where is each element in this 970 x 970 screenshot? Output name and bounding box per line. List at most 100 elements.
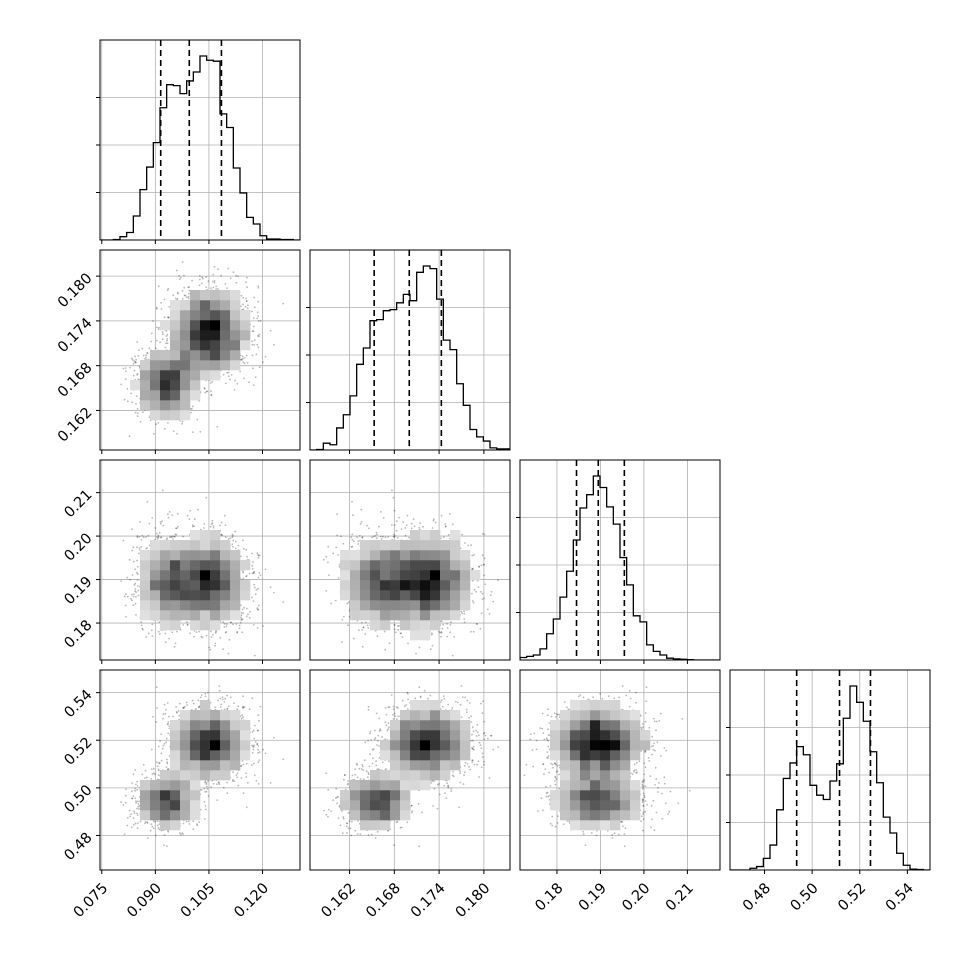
density-cells [140,530,251,631]
panel-frame [99,39,301,241]
scatter-point [137,565,139,568]
density-cell [170,340,181,351]
density-cell [170,300,181,311]
density-cell [200,600,211,611]
scatter-point [234,379,237,382]
scatter-point [145,536,147,538]
density-cell [190,550,201,561]
scatter-point [241,358,243,361]
scatter-point [240,611,243,614]
scatter-point [235,623,238,625]
density-cell [180,370,191,381]
scatter-point [129,366,132,369]
density-cell [170,540,181,551]
scatter-point [236,631,239,634]
density-cell [160,540,171,551]
density-cell [220,600,231,611]
scatter-point [157,630,160,633]
scatter-point [191,525,194,528]
scatter-point [242,577,245,580]
scatter-point [252,571,255,574]
scatter-point [147,358,150,361]
scatter-point [131,549,134,552]
density-cell [190,390,201,401]
density-cell [200,310,211,321]
scatter-point [183,294,186,297]
density-cell [230,550,241,561]
scatter-point [185,621,188,623]
scatter-point [210,636,213,638]
scatter-point [156,326,158,329]
scatter-point [232,623,234,626]
scatter-point [136,372,139,375]
scatter-point [159,536,162,539]
scatter-point [422,525,424,528]
scatter-point [211,380,214,383]
scatter-point [243,377,246,380]
scatter-point [282,601,285,603]
scatter-point [251,564,254,567]
density-cell [140,590,151,601]
density-cell [210,550,221,561]
scatter-point [126,388,129,390]
scatter-point [134,590,137,592]
scatter-point [212,286,215,289]
scatter-point [176,291,179,294]
scatter-point [147,534,150,537]
scatter-point [140,621,143,624]
scatter-point [137,412,139,414]
scatter-point [162,524,165,527]
scatter-point [223,623,226,625]
scatter-point [245,300,248,302]
density-cell [200,610,211,621]
scatter-point [138,349,140,351]
scatter-point [463,612,466,615]
scatter-point [157,536,160,539]
density-cell [210,570,221,581]
density-cell [230,350,241,361]
density-cell [220,560,231,571]
scatter-point [188,292,190,295]
scatter-point [210,390,212,392]
scatter-point [164,662,166,664]
scatter-point [259,319,262,322]
panel-frame [99,459,301,661]
density-cell [210,320,221,331]
scatter-point [258,333,261,336]
density-cell [230,360,241,371]
scatter-point [136,573,139,575]
scatter-point [257,608,260,611]
density-cell [150,370,161,381]
density-cell [180,400,191,411]
scatter-point [160,536,163,538]
scatter-point [224,283,227,285]
scatter-point [248,616,251,619]
scatter-point [131,357,133,360]
scatter-point [137,589,140,592]
scatter-point [135,614,137,616]
scatter-point [165,330,168,332]
scatter-point [173,535,176,538]
density-cell [190,580,201,591]
scatter-point [232,539,235,542]
scatter-point [252,325,255,328]
scatter-point [231,533,234,536]
scatter-point [174,533,177,536]
scatter-point [176,432,178,435]
scatter-point [172,538,174,540]
scatter-point [232,271,235,273]
density-cell [170,550,181,561]
scatter-point [234,530,237,533]
scatter-point [145,354,148,357]
scatter-point [182,535,185,538]
scatter-point [256,552,259,555]
scatter-point [151,517,154,519]
scatter-point [167,316,170,319]
scatter-point [128,435,131,438]
scatter-point [242,308,245,311]
scatter-point [223,626,226,628]
scatter-point [177,292,180,295]
density-cell [200,300,211,311]
scatter-point [154,347,157,350]
density-cell [230,590,241,601]
